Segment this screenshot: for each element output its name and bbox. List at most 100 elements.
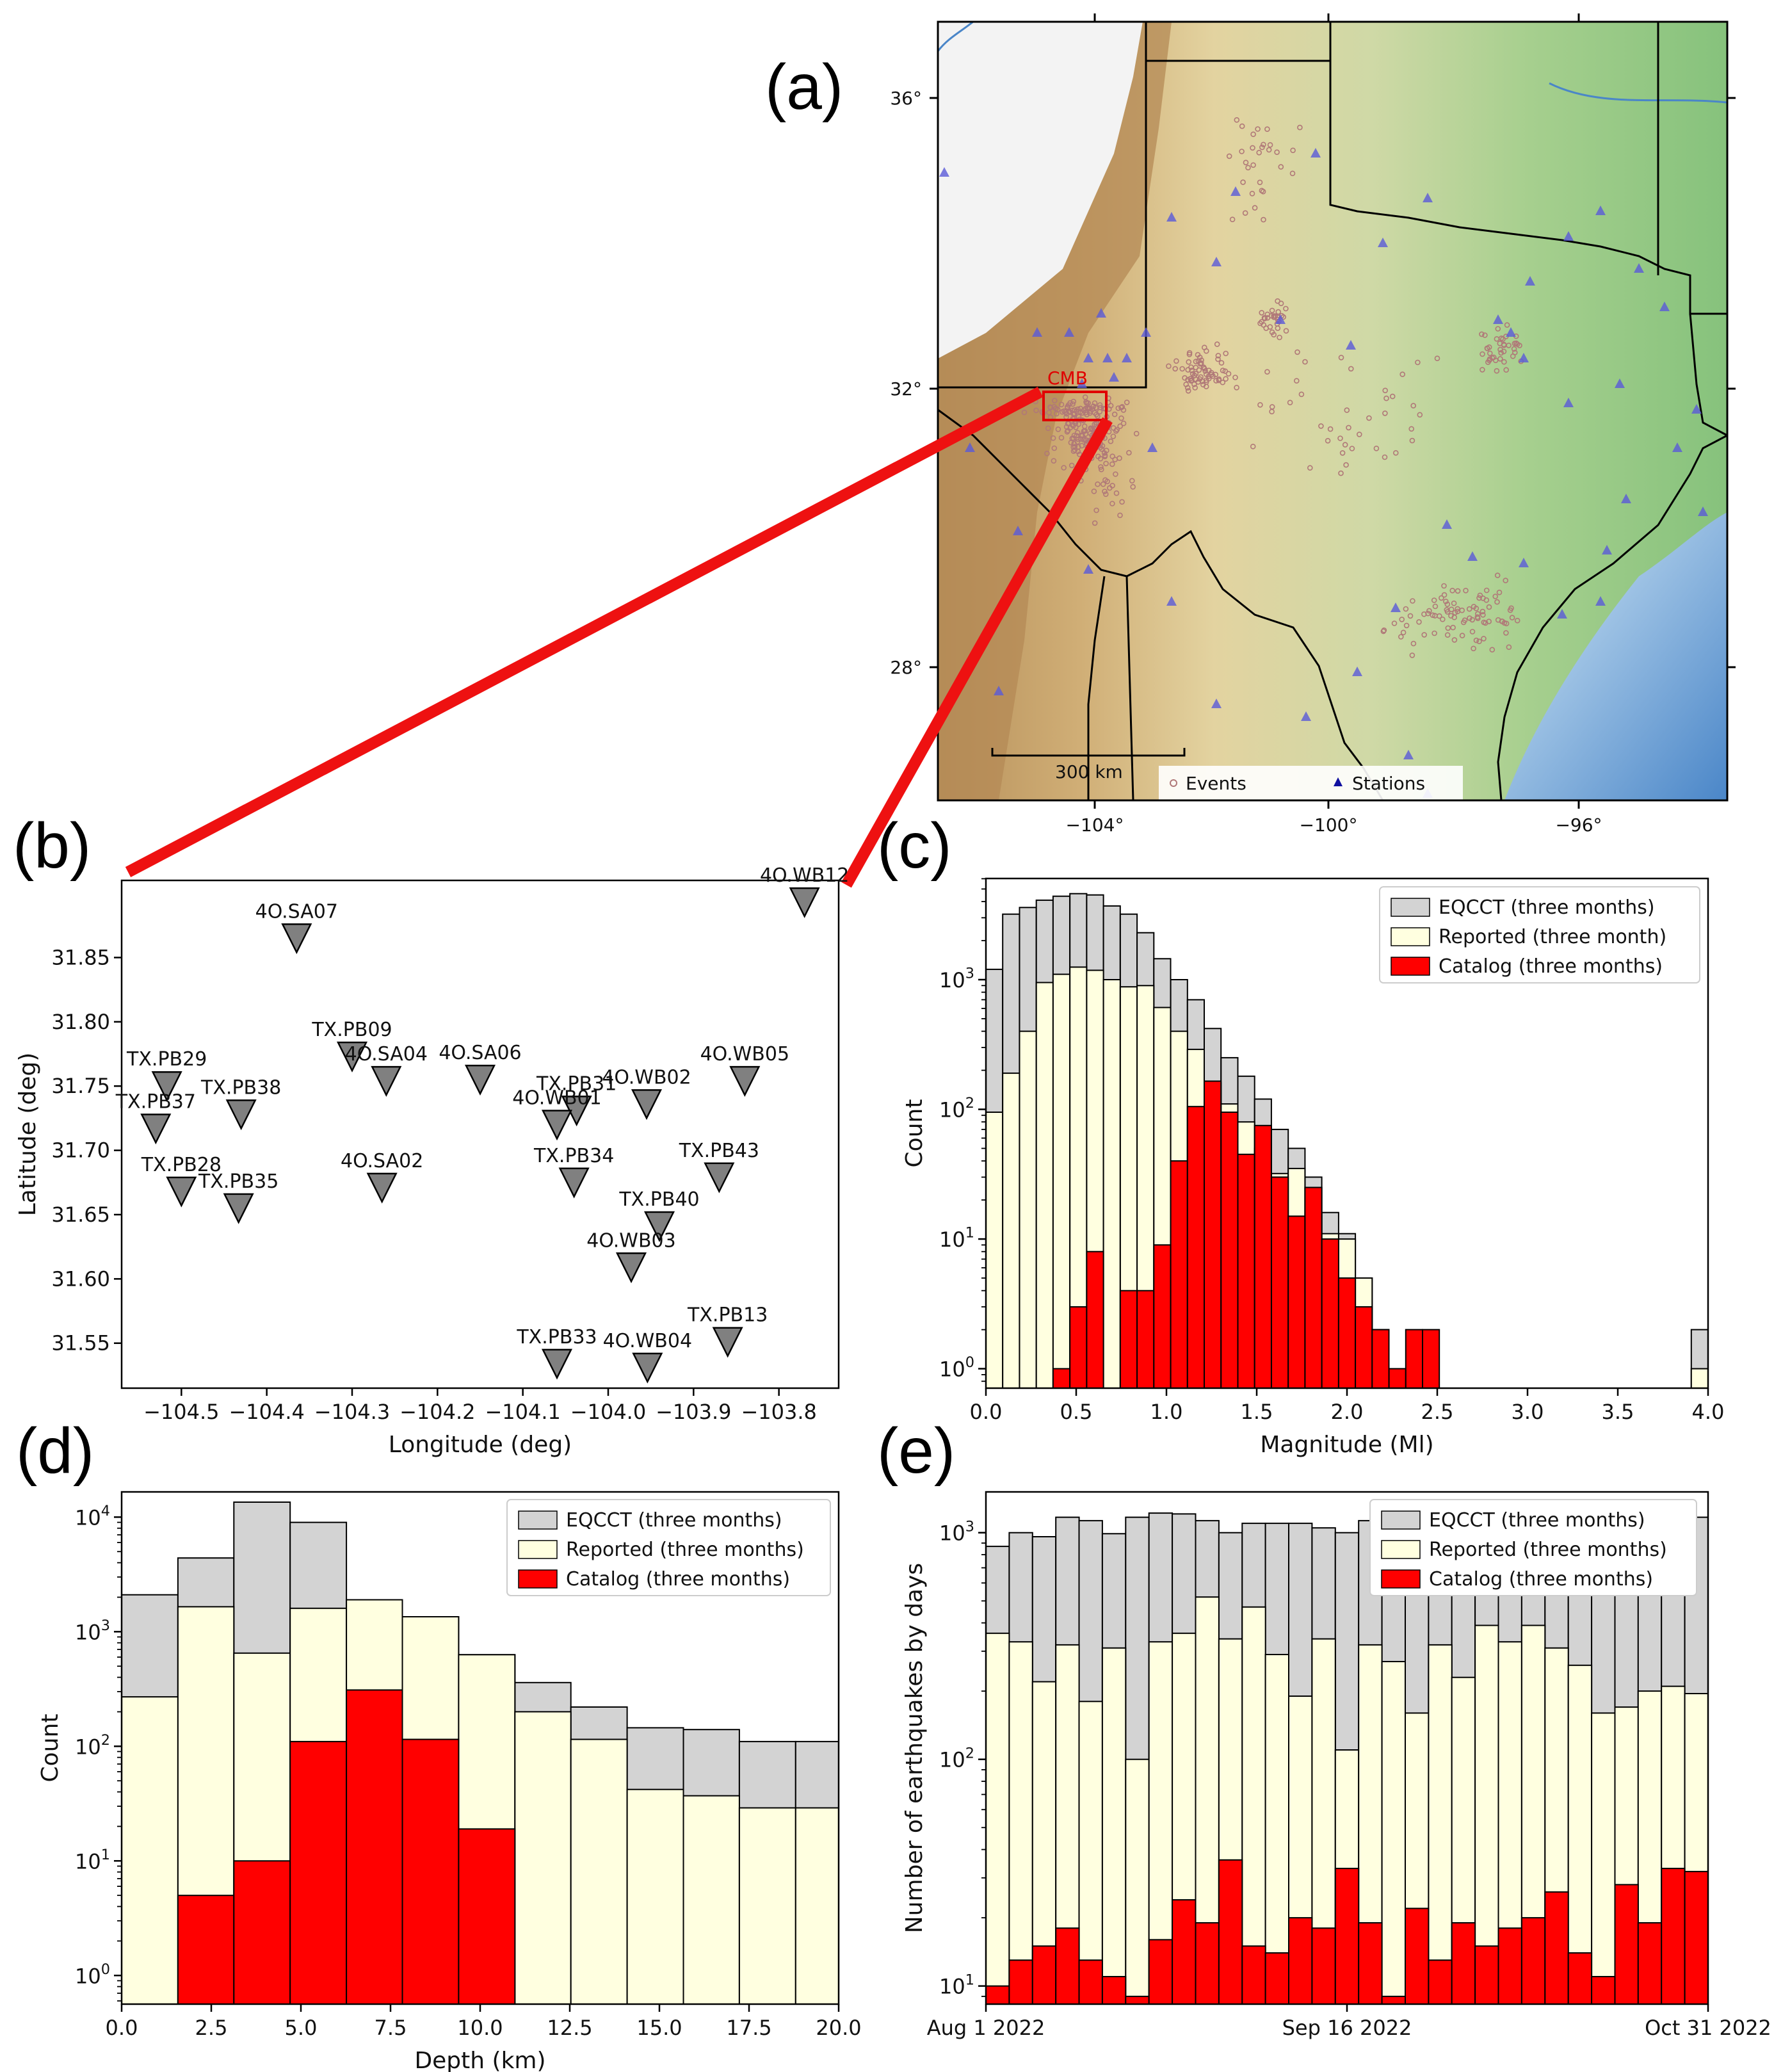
x-tick-label: 0.0 <box>106 2016 138 2040</box>
event-marker <box>1269 307 1275 314</box>
event-marker <box>1076 421 1082 427</box>
event-marker <box>1099 446 1105 452</box>
event-marker <box>1101 450 1108 456</box>
event-marker <box>1471 645 1476 652</box>
y-axis-label: Count <box>901 1099 928 1168</box>
event-marker <box>1129 478 1135 484</box>
event-marker <box>1098 464 1104 470</box>
event-marker <box>1444 632 1451 638</box>
event-marker <box>1220 368 1226 373</box>
station-marker <box>1442 519 1452 529</box>
event-marker <box>1267 142 1273 148</box>
event-marker <box>1479 331 1485 337</box>
x-tick-label: −104.0 <box>570 1400 646 1424</box>
bar-catalog <box>1195 1922 1220 2005</box>
event-marker <box>1120 407 1127 413</box>
event-marker <box>1047 405 1054 410</box>
event-marker <box>1050 435 1056 441</box>
bar-catalog <box>458 1828 516 2005</box>
event-marker <box>1193 359 1199 364</box>
event-marker <box>1495 326 1501 332</box>
event-marker <box>1119 499 1125 505</box>
station-marker <box>223 1193 254 1224</box>
event-marker <box>1223 350 1229 357</box>
event-marker <box>1275 298 1280 304</box>
station-marker <box>1346 340 1356 350</box>
map-borders <box>938 22 1727 800</box>
bar-reported <box>1241 1606 1266 2005</box>
event-marker <box>1492 594 1498 599</box>
y-tick-label: 31.60 <box>51 1267 110 1291</box>
lat-tick-36: 36° <box>890 88 922 109</box>
station-marker <box>140 1113 172 1145</box>
station-label: 4O.WB02 <box>602 1066 691 1089</box>
event-marker <box>1297 124 1303 131</box>
event-marker <box>1366 415 1372 421</box>
event-marker <box>1445 625 1451 631</box>
event-marker <box>1232 375 1238 380</box>
legend-label: Reported (three months) <box>566 1539 804 1561</box>
event-marker <box>1399 371 1405 377</box>
event-marker <box>1215 356 1221 362</box>
event-marker <box>1191 381 1197 387</box>
event-marker <box>1441 583 1447 589</box>
event-marker <box>1269 404 1275 410</box>
bar-catalog <box>1287 1215 1306 1389</box>
legend-label: Catalog (three months) <box>1439 955 1663 978</box>
event-marker <box>1069 435 1075 442</box>
x-axis-label: Longitude (deg) <box>389 1432 572 1458</box>
event-marker <box>1473 637 1480 643</box>
station-marker <box>1691 404 1702 414</box>
legend-swatch <box>518 1569 558 1589</box>
station-marker <box>1166 212 1177 222</box>
event-marker <box>1499 619 1505 624</box>
bar-catalog <box>1544 1891 1569 2005</box>
bar-catalog <box>1218 1859 1243 2005</box>
station-marker <box>541 1110 573 1141</box>
y-tick-label: 103 <box>939 966 974 992</box>
station-marker <box>631 1089 663 1121</box>
event-marker <box>1226 153 1232 159</box>
event-marker <box>1514 617 1520 624</box>
station-marker <box>1615 378 1625 388</box>
station-marker <box>1077 378 1087 388</box>
event-marker <box>1186 350 1193 356</box>
event-marker <box>1067 425 1074 431</box>
event-marker <box>1112 457 1118 463</box>
event-marker <box>1093 412 1099 417</box>
event-marker <box>1357 432 1362 437</box>
event-marker <box>1250 443 1256 449</box>
event-marker <box>1443 598 1449 604</box>
station-marker <box>1064 327 1074 337</box>
bar-catalog <box>1101 1976 1127 2005</box>
bar-catalog <box>289 1740 348 2005</box>
event-marker <box>1045 425 1051 432</box>
event-marker <box>1113 471 1118 477</box>
event-marker <box>1431 597 1437 603</box>
map-panel: CMB 300 km Events Stations 36° 32° 28° <box>890 13 1736 836</box>
event-marker <box>1118 415 1124 421</box>
panel-e-daily-hist: 101 102 103 Aug 1 2022 Sep 16 2022 Oct 31 202… <box>901 1491 1771 2040</box>
event-marker <box>1182 375 1188 381</box>
zoom-line-left <box>125 387 1044 877</box>
bar-catalog <box>1405 1907 1430 2005</box>
event-marker <box>1110 433 1117 439</box>
legend-box <box>506 1499 831 1596</box>
bar-reported <box>1264 1654 1289 2005</box>
legend-swatch <box>1381 1569 1421 1589</box>
event-marker <box>1483 620 1488 626</box>
event-marker <box>1391 620 1398 626</box>
event-marker <box>1307 465 1313 471</box>
event-marker <box>1298 391 1305 398</box>
station-marker <box>615 1252 647 1284</box>
cmb-label: CMB <box>1047 368 1088 389</box>
event-marker <box>1250 131 1256 137</box>
lon-tick-104: −104° <box>1066 814 1124 836</box>
event-marker <box>1046 409 1052 416</box>
bar-catalog <box>1254 1124 1272 1389</box>
event-marker <box>1133 430 1140 437</box>
event-marker <box>1431 630 1437 636</box>
event-marker <box>1451 637 1458 643</box>
event-marker <box>1078 436 1084 442</box>
event-marker <box>1099 443 1106 449</box>
